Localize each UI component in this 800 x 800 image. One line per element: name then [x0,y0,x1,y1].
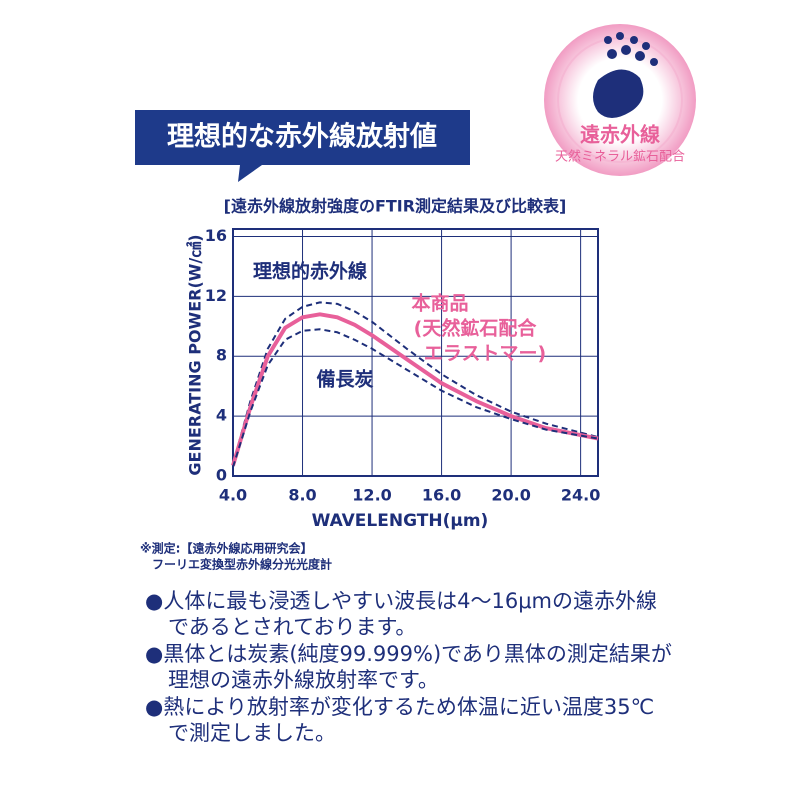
series-label: 理想的赤外線 [253,260,367,283]
annotation: エラストマー) [424,343,546,365]
x-tick-label: 12.0 [352,486,391,505]
x-tick-label: 4.0 [219,486,247,505]
badge: 遠赤外線 天然ミネラル鉱石配合 [544,24,696,176]
bullet-text: ●人体に最も浸透しやすい波長は4〜16μmの遠赤外線 [145,589,657,613]
y-tick-label: 16 [205,226,227,245]
y-axis-label: GENERATING POWER(W/㎠) [186,234,205,475]
plot-frame [232,228,599,477]
y-tick-label: 8 [216,346,227,365]
series-label: 備長炭 [316,368,373,391]
banner-shape [135,110,470,182]
bullet-text: ●黒体とは炭素(純度99.999%)であり黒体の測定結果が [145,642,672,666]
annotation: (天然鉱石配合 [414,317,538,340]
bullet-text: であるとされております。 [168,615,416,639]
badge-subtitle: 天然ミネラル鉱石配合 [555,149,685,165]
note: ※測定:【遠赤外線応用研究会】 [140,541,312,556]
x-tick-label: 20.0 [491,486,530,505]
series-label: 本商品 [411,292,468,315]
x-tick-label: 8.0 [288,486,316,505]
plot: 4.0 8.0 12.0 16.0 20.0 24.0 0 4 8 12 16 理想的赤外線本商品備長… [205,226,601,505]
y-tick-label: 0 [216,466,227,485]
y-tick-label: 12 [205,286,227,305]
badge-title: 遠赤外線 [580,123,660,147]
chart-title: [遠赤外線放射強度のFTIR測定結果及び比較表] [224,197,567,216]
series-line [232,328,599,468]
series-line [232,301,599,465]
banner: 理想的な赤外線放射値 [135,110,470,182]
bullet-text: 理想の遠赤外線放射率です。 [168,668,439,692]
badge-dots [604,32,658,66]
bullet-text: ●熱により放射率が変化するため体温に近い温度35℃ [145,695,654,719]
note: フーリエ変換型赤外線分光光度計 [152,557,332,572]
badge-icon [593,69,644,118]
bullet-text: で測定しました。 [168,721,336,745]
x-axis-label: WAVELENGTH(μm) [312,511,489,531]
banner-text: 理想的な赤外線放射値 [167,121,437,153]
x-tick-label: 24.0 [561,486,600,505]
x-tick-label: 16.0 [422,486,461,505]
y-tick-label: 4 [216,406,227,425]
series-line [231,312,599,467]
